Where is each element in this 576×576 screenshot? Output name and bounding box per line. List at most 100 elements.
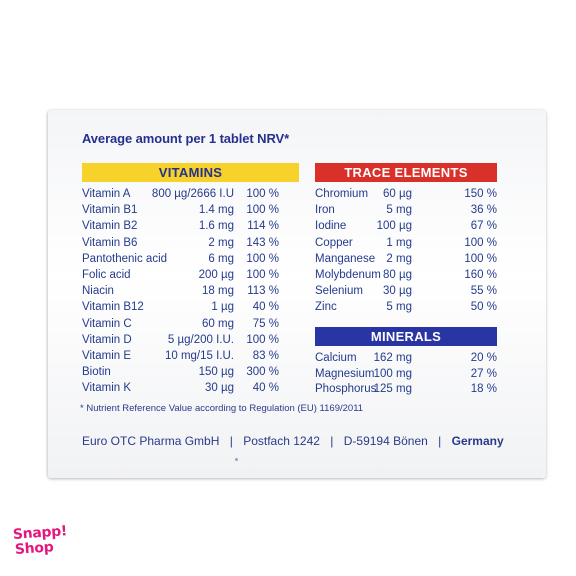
postfach: Postfach 1242	[243, 434, 320, 448]
nutrient-amount: 100 µg	[376, 220, 412, 233]
separator: |	[330, 434, 334, 448]
nutrient-row: Calcium 162 mg 20 %	[315, 351, 497, 366]
nutrient-nrv: 40 %	[252, 301, 279, 314]
print-speck	[235, 458, 238, 461]
nutrient-row: Zinc 5 mg 50 %	[315, 300, 497, 315]
nutrient-name: Vitamin C	[82, 317, 132, 330]
logo-line-2: Shop	[14, 539, 54, 558]
nutrient-name: Molybdenum	[315, 269, 381, 281]
nutrient-nrv: 55 %	[470, 285, 497, 298]
footnote: * Nutrient Reference Value according to …	[80, 403, 364, 414]
nutrient-amount: 162 mg	[373, 352, 412, 364]
nutrient-amount: 10 mg/15 I.U.	[164, 350, 234, 362]
nutrient-row: Iodine 100 µg 67 %	[315, 219, 497, 234]
nutrient-nrv: 20 %	[470, 352, 497, 364]
nutrient-name: Vitamin B12	[82, 301, 144, 314]
nutrient-amount: 60 mg	[202, 317, 234, 330]
nutrient-name: Vitamin A	[82, 188, 131, 200]
nutrient-row: Manganese 2 mg 100 %	[315, 252, 497, 267]
nutrient-name: Vitamin D	[82, 333, 132, 346]
nutrient-amount: 5 µg/200 I.U.	[167, 333, 234, 346]
nutrient-nrv: 67 %	[470, 220, 497, 233]
separator: |	[229, 434, 233, 448]
nutrient-name: Vitamin K	[82, 382, 132, 395]
nutrient-row: Folic acid 200 µg 100 %	[82, 268, 299, 283]
nutrient-amount: 1.4 mg	[198, 204, 234, 217]
nutrient-name: Folic acid	[82, 269, 131, 281]
nutrient-amount: 1.6 mg	[198, 220, 234, 233]
nutrient-name: Vitamin B2	[82, 220, 138, 233]
minerals-header: MINERALS	[315, 327, 497, 346]
snapp-shop-logo: Snapp! Shop	[12, 523, 73, 558]
nutrient-row: Vitamin D 5 µg/200 I.U. 100 %	[82, 333, 299, 348]
nutrient-row: Vitamin A 800 µg/2666 I.U 100 %	[82, 187, 299, 202]
nutrient-nrv: 114 %	[247, 220, 279, 233]
nutrient-name: Copper	[315, 236, 353, 249]
nutrient-row: Biotin 150 µg 300 %	[82, 365, 299, 380]
nutrient-row: Phosphorus 125 mg 18 %	[315, 382, 497, 397]
nutrient-name: Phosphorus	[315, 383, 377, 395]
nutrient-name: Manganese	[315, 252, 376, 265]
country: Germany	[451, 434, 504, 448]
nutrient-nrv: 143 %	[246, 236, 279, 249]
nutrient-row: Vitamin B12 1 µg 40 %	[82, 300, 299, 315]
nutrient-nrv: 160 %	[464, 269, 497, 281]
nutrient-amount: 30 µg	[382, 285, 412, 298]
nutrient-nrv: 50 %	[470, 301, 497, 314]
nutrient-name: Pantothenic acid	[82, 252, 168, 265]
separator: |	[438, 434, 442, 448]
nutrient-row: Niacin 18 mg 113 %	[82, 284, 299, 299]
nutrient-amount: 80 µg	[382, 269, 412, 281]
nutrient-row: Vitamin B6 2 mg 143 %	[82, 236, 299, 251]
nutrient-name: Selenium	[315, 285, 363, 298]
nutrient-name: Biotin	[82, 366, 111, 379]
nutrient-name: Iodine	[315, 220, 347, 233]
nutrient-name: Iron	[315, 204, 335, 217]
nutrient-row: Chromium 60 µg 150 %	[315, 187, 497, 202]
nutrient-amount: 100 mg	[373, 367, 412, 380]
nutrient-name: Chromium	[315, 188, 369, 200]
company-name: Euro OTC Pharma GmbH	[82, 434, 220, 448]
nutrient-amount: 2 mg	[386, 252, 412, 265]
nutrient-amount: 200 µg	[198, 269, 234, 281]
nutrient-row: Vitamin B2 1.6 mg 114 %	[82, 219, 299, 234]
nutrient-nrv: 75 %	[252, 317, 279, 330]
nutrient-amount: 125 mg	[373, 383, 412, 395]
nutrient-row: Molybdenum 80 µg 160 %	[315, 268, 497, 283]
nutrient-row: Vitamin C 60 mg 75 %	[82, 317, 299, 332]
nutrient-row: Vitamin K 30 µg 40 %	[82, 381, 299, 396]
nutrient-amount: 5 mg	[386, 204, 412, 217]
nutrient-name: Vitamin B6	[82, 236, 138, 249]
nutrient-nrv: 100 %	[246, 269, 279, 281]
nutrient-nrv: 27 %	[470, 367, 497, 380]
nutrient-amount: 2 mg	[208, 236, 234, 249]
nutrient-amount: 30 µg	[204, 382, 234, 395]
nutrient-name: Vitamin E	[82, 350, 132, 362]
nutrient-amount: 1 mg	[386, 236, 412, 249]
nutrient-amount: 1 µg	[211, 301, 234, 314]
nutrient-name: Magnesium	[315, 367, 375, 380]
nutrient-nrv: 113 %	[247, 285, 279, 298]
vitamins-header: VITAMINS	[82, 163, 299, 182]
nutrition-heading: Average amount per 1 tablet NRV*	[82, 131, 290, 146]
nutrient-nrv: 100 %	[246, 252, 279, 265]
nutrient-row: Iron 5 mg 36 %	[315, 203, 497, 218]
trace-elements-header: TRACE ELEMENTS	[315, 163, 497, 182]
nutrient-nrv: 100 %	[246, 333, 279, 346]
nutrient-amount: 60 µg	[382, 188, 412, 200]
nutrient-row: Selenium 30 µg 55 %	[315, 284, 497, 299]
nutrient-row: Pantothenic acid 6 mg 100 %	[82, 252, 299, 267]
nutrient-row: Magnesium 100 mg 27 %	[315, 367, 497, 382]
nutrient-nrv: 36 %	[470, 204, 497, 217]
nutrient-amount: 18 mg	[202, 285, 234, 298]
nutrient-nrv: 83 %	[252, 350, 279, 362]
city: D-59194 Bönen	[343, 434, 428, 448]
nutrient-amount: 5 mg	[386, 301, 412, 314]
nutrient-row: Vitamin B1 1.4 mg 100 %	[82, 203, 299, 218]
nutrient-name: Calcium	[315, 352, 357, 364]
nutrient-nrv: 100 %	[246, 204, 279, 217]
nutrient-nrv: 100 %	[464, 236, 497, 249]
nutrient-name: Vitamin B1	[82, 204, 138, 217]
nutrient-row: Vitamin E 10 mg/15 I.U. 83 %	[82, 349, 299, 364]
nutrient-nrv: 18 %	[470, 383, 497, 395]
